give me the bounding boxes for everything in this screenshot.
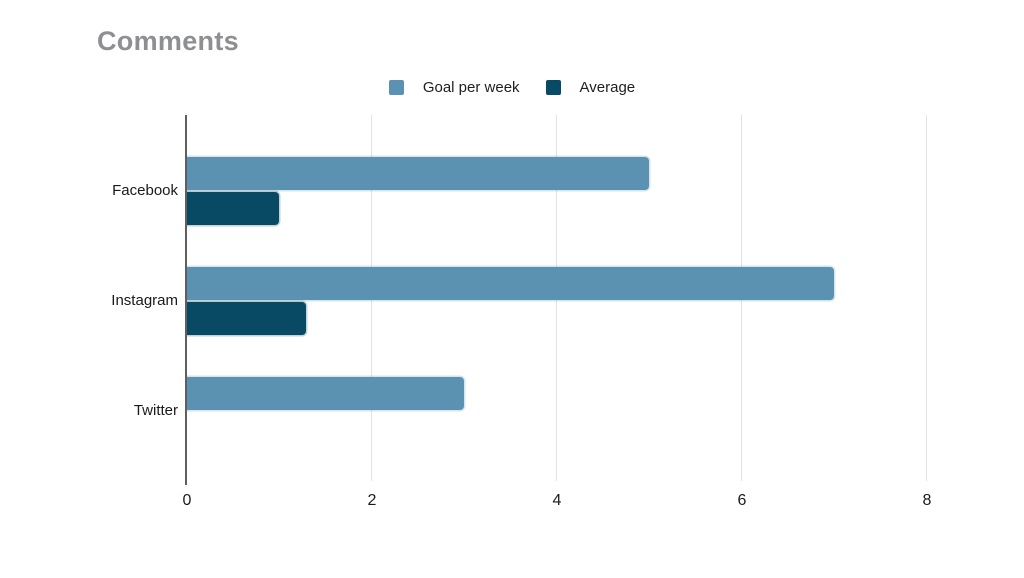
chart-legend: Goal per week Average: [0, 79, 1024, 96]
chart-title: Comments: [97, 26, 239, 56]
gridline-x-8: [925, 115, 927, 481]
category-label-facebook: Facebook: [112, 182, 178, 199]
bar-facebook-average[interactable]: [187, 192, 279, 225]
legend-swatch-average: [545, 80, 561, 95]
x-tick-label-8: 8: [922, 492, 932, 509]
legend-item-goal-per-week[interactable]: Goal per week: [388, 79, 520, 96]
x-tick-label-6: 6: [737, 492, 747, 509]
category-label-twitter: Twitter: [133, 402, 178, 419]
bar-instagram-goal-per-week[interactable]: [187, 267, 834, 300]
x-tick-label-0: 0: [182, 492, 192, 509]
x-tick-label-2: 2: [367, 492, 377, 509]
legend-swatch-goal-per-week: [388, 80, 404, 95]
legend-label-average: Average: [579, 79, 636, 96]
bar-facebook-goal-per-week[interactable]: [187, 157, 649, 190]
bar-instagram-average[interactable]: [187, 302, 307, 335]
category-label-instagram: Instagram: [111, 292, 178, 309]
x-tick-label-4: 4: [552, 492, 562, 509]
legend-item-average[interactable]: Average: [545, 79, 636, 96]
bar-twitter-goal-per-week[interactable]: [187, 377, 464, 410]
x-axis-baseline: [185, 115, 187, 485]
legend-label-goal-per-week: Goal per week: [422, 79, 520, 96]
